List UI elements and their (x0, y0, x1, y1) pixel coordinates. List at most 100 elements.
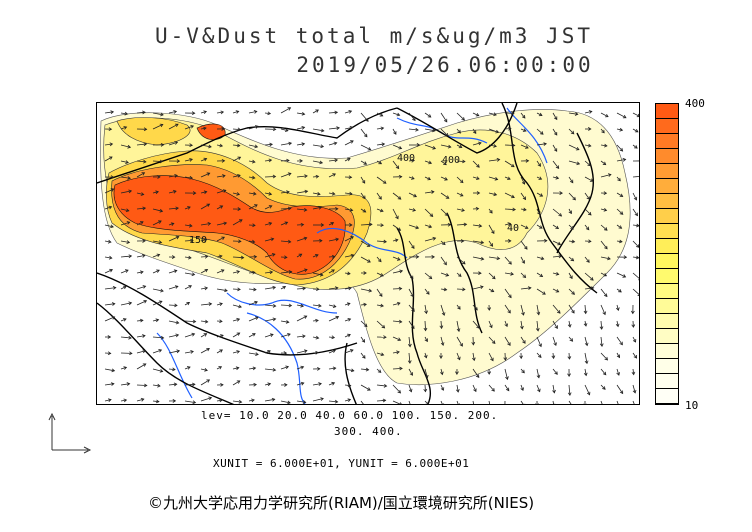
wind-vector-head (253, 110, 258, 114)
wind-vector (408, 368, 413, 376)
wind-vector-head (284, 255, 288, 260)
wind-vector-head (553, 131, 558, 136)
wind-vector-head (519, 325, 524, 330)
wind-vector-head (189, 158, 193, 162)
wind-vector-head (237, 207, 242, 211)
wind-vector-head (158, 240, 163, 244)
wind-vector-head (107, 351, 112, 356)
wind-vector-head (445, 273, 450, 277)
wind-vector (408, 128, 419, 131)
wind-vector-head (539, 193, 544, 197)
wind-vector (632, 288, 639, 295)
wind-vector (280, 271, 292, 274)
wind-vector (584, 224, 590, 230)
wind-vector-head (156, 269, 160, 273)
wind-vector (568, 400, 572, 404)
wind-vector-head (350, 140, 354, 144)
wind-vector (504, 256, 512, 265)
wind-vector (392, 256, 401, 261)
wind-vector-head (159, 208, 164, 213)
wind-vector (424, 160, 432, 164)
wind-vector-head (476, 176, 480, 180)
wind-vector (312, 383, 322, 386)
wind-vector-head (237, 287, 241, 292)
wind-vector-head (587, 162, 592, 167)
wind-vector-head (634, 212, 638, 217)
wind-vector (632, 368, 635, 375)
wind-vector-head (557, 241, 562, 246)
wind-vector (312, 304, 322, 307)
wind-vector-head (554, 325, 558, 329)
wind-vector (632, 384, 636, 394)
wind-vector (296, 350, 307, 354)
wind-vector (360, 208, 366, 213)
wind-vector (488, 144, 497, 147)
wind-vector (392, 368, 403, 370)
wind-vector (584, 336, 588, 346)
wind-vector (328, 400, 338, 403)
wind-vector-head (236, 350, 241, 354)
wind-vector-head (540, 131, 544, 135)
wind-vector-head (487, 371, 492, 375)
wind-vector (248, 125, 259, 130)
wind-vector-head (511, 143, 516, 148)
wind-vector-head (423, 327, 428, 332)
wind-vector (616, 192, 623, 197)
wind-vector (536, 192, 543, 197)
wind-vector (616, 368, 620, 376)
dust-map: 400 400 150 40 (96, 102, 640, 405)
wind-vector-head (567, 373, 571, 377)
wind-vector-head (252, 270, 256, 275)
wind-vector (632, 112, 639, 117)
wind-vector (472, 352, 475, 361)
wind-vector-head (503, 357, 508, 361)
wind-vector (280, 320, 289, 323)
wind-vector (152, 124, 163, 130)
wind-vector-head (538, 343, 542, 348)
wind-vector (328, 382, 335, 386)
wind-vector (552, 160, 560, 169)
wind-vector-head (603, 191, 608, 196)
wind-vector-head (457, 129, 461, 134)
wind-vector (216, 269, 225, 274)
wind-vector-head (631, 371, 636, 376)
wind-vector (600, 400, 603, 404)
wind-vector (552, 240, 561, 245)
wind-vector (440, 320, 442, 329)
wind-vector (248, 367, 256, 370)
wind-vector (296, 126, 305, 130)
wind-vector-head (350, 253, 355, 258)
wind-vector (536, 304, 540, 315)
wind-vector-head (426, 291, 430, 295)
wind-vector-head (632, 338, 637, 343)
colorbar-segment (656, 239, 678, 254)
wind-vector-head (511, 194, 515, 199)
contour-label-40: 40 (507, 223, 519, 234)
wind-vector-head (507, 176, 511, 180)
wind-vector-head (365, 118, 369, 122)
wind-vector-head (407, 360, 412, 364)
wind-vector (536, 160, 541, 167)
wind-vector (424, 224, 432, 228)
wind-vector-head (622, 157, 627, 162)
wind-vector-head (331, 254, 336, 259)
wind-vector (616, 320, 619, 327)
wind-vector (328, 238, 339, 242)
wind-vector (312, 254, 319, 258)
wind-vector (376, 288, 383, 297)
wind-vector-head (440, 371, 444, 376)
wind-vector-head (475, 206, 480, 211)
wind-vector (312, 320, 319, 322)
wind-vector (296, 190, 308, 194)
wind-vector (312, 128, 324, 132)
wind-vector-head (587, 127, 592, 131)
wind-vector (504, 320, 508, 327)
wind-vector-head (286, 190, 290, 195)
wind-vector (264, 368, 276, 371)
wind-vector (216, 288, 228, 292)
wind-vector-head (174, 123, 179, 128)
wind-vector (296, 315, 307, 322)
wind-vector (440, 304, 445, 316)
wind-vector-head (396, 350, 400, 355)
wind-vector-head (301, 126, 306, 130)
